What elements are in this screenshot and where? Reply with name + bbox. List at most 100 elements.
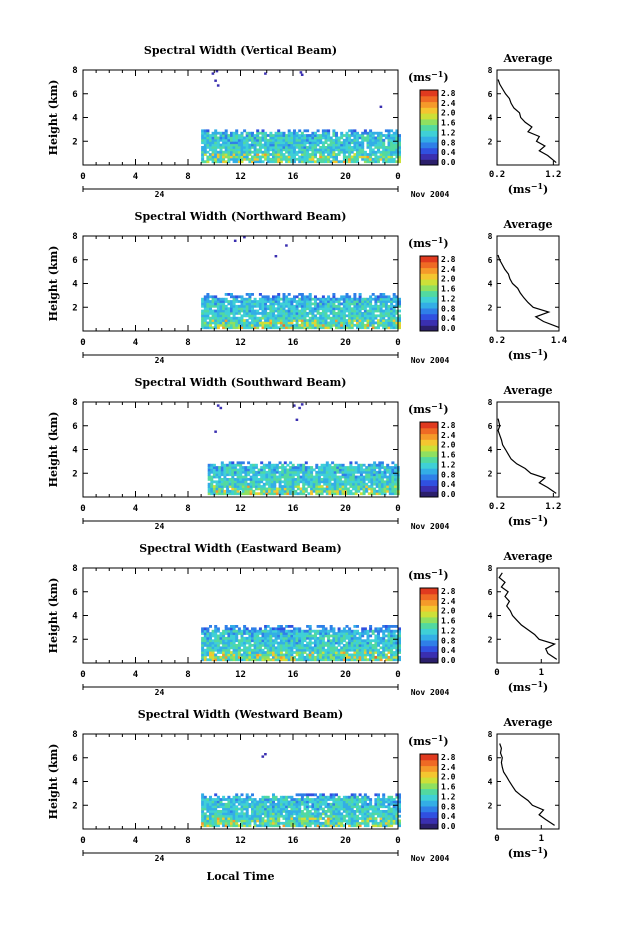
heatmap-cell	[274, 143, 278, 147]
heatmap-cell	[324, 326, 328, 330]
heatmap-cell	[363, 651, 367, 654]
heatmap-cell	[203, 653, 207, 657]
heatmap-cell	[206, 805, 210, 809]
heatmap-cell	[369, 150, 373, 154]
x-tick-label: 16	[288, 172, 299, 182]
heatmap-cell	[345, 141, 349, 145]
heatmap-cell	[203, 639, 207, 643]
heatmap-cell	[201, 129, 205, 133]
heatmap-cell	[233, 470, 237, 474]
heatmap-cell	[358, 634, 362, 638]
heatmap-cell	[251, 802, 254, 806]
heatmap-cell	[316, 307, 320, 311]
heatmap-cell	[277, 798, 281, 801]
heatmap-cell	[222, 321, 226, 325]
heatmap-cell	[316, 641, 320, 645]
heatmap-cell	[361, 821, 365, 825]
colorbar-swatch	[420, 290, 438, 297]
heatmap-cell	[254, 480, 258, 484]
heatmap-cell	[231, 466, 235, 469]
heatmap-cell	[382, 651, 386, 654]
heatmap-cell	[201, 812, 205, 816]
heatmap-cell	[256, 138, 260, 142]
heatmap-cell	[321, 323, 325, 327]
heatmap-cell	[340, 141, 344, 145]
heatmap-cell	[269, 321, 273, 325]
heatmap-cell	[314, 629, 317, 633]
heatmap-cell	[219, 297, 223, 301]
heatmap-cell	[239, 485, 243, 488]
heatmap-cell	[362, 489, 366, 493]
average-frame	[496, 567, 560, 664]
heatmap-cell	[362, 482, 366, 486]
heatmap-cell	[203, 304, 207, 308]
heatmap-cell	[383, 482, 387, 486]
heatmap-cell	[294, 482, 298, 486]
heatmap-cell	[203, 636, 207, 640]
heatmap-cell	[206, 644, 210, 647]
heatmap-cell	[253, 810, 257, 813]
heatmap-cell	[235, 817, 239, 820]
heatmap-cell	[387, 636, 391, 640]
heatmap-cell	[327, 314, 331, 318]
heatmap-cell	[285, 800, 289, 804]
heatmap-cell	[262, 478, 266, 481]
colorbar-swatch	[420, 645, 438, 652]
heatmap-cell	[278, 480, 282, 484]
colorbar-swatch	[420, 302, 438, 309]
heatmap-cell	[356, 646, 359, 650]
heatmap-cell	[303, 309, 307, 313]
heatmap-cell	[350, 316, 354, 320]
heatmap-cell	[285, 141, 289, 145]
heatmap-cell	[344, 482, 348, 486]
heatmap-cell	[350, 141, 354, 145]
heatmap-cell	[215, 487, 219, 491]
heatmap-cell	[329, 316, 333, 320]
heatmap-cell	[274, 155, 278, 159]
heatmap-cell	[222, 655, 226, 659]
heatmap-cell	[232, 627, 236, 631]
heatmap-cell	[299, 468, 303, 472]
heatmap-cell	[262, 487, 266, 491]
heatmap-cell	[295, 824, 299, 828]
heatmap-cell	[232, 134, 236, 137]
heatmap-cell	[230, 819, 233, 823]
heatmap-cell	[314, 793, 317, 797]
heatmap-cell	[210, 466, 214, 469]
heatmap-cell	[369, 627, 373, 631]
heatmap-cell	[348, 146, 352, 149]
heatmap-cell	[277, 321, 281, 325]
heatmap-cell	[361, 143, 365, 147]
heatmap-cell	[300, 653, 304, 657]
heatmap-cell	[345, 160, 349, 164]
heatmap-cell	[371, 651, 375, 654]
heatmap-cell	[274, 160, 278, 164]
heatmap-cell	[344, 480, 348, 484]
heatmap-cell	[287, 150, 291, 154]
heatmap-cell	[331, 466, 335, 469]
heatmap-cell	[277, 309, 281, 313]
heatmap-cell	[392, 651, 396, 654]
heatmap-cell	[332, 307, 336, 311]
heatmap-cell	[277, 307, 281, 311]
heatmap-cell	[232, 814, 236, 818]
heatmap-cell	[300, 293, 304, 296]
heatmap-cell	[298, 639, 302, 643]
heatmap-cell	[366, 136, 370, 140]
heatmap-cell	[210, 478, 214, 481]
heatmap-cell	[285, 160, 289, 164]
heatmap-cell	[377, 627, 380, 631]
heatmap-cell	[315, 478, 319, 481]
heatmap-cell	[335, 636, 338, 640]
heatmap-cell	[308, 134, 312, 137]
heatmap-cell	[274, 302, 278, 306]
heatmap-cell	[321, 148, 325, 152]
avg-y-tick-label: 4	[488, 446, 493, 455]
heatmap-cell	[371, 297, 375, 301]
heatmap-cell	[272, 141, 275, 145]
heatmap-cell	[282, 658, 286, 662]
heatmap-cell	[279, 629, 283, 633]
heatmap-cell	[212, 475, 216, 479]
heatmap-cell	[380, 492, 384, 496]
heatmap-cell	[377, 644, 380, 647]
